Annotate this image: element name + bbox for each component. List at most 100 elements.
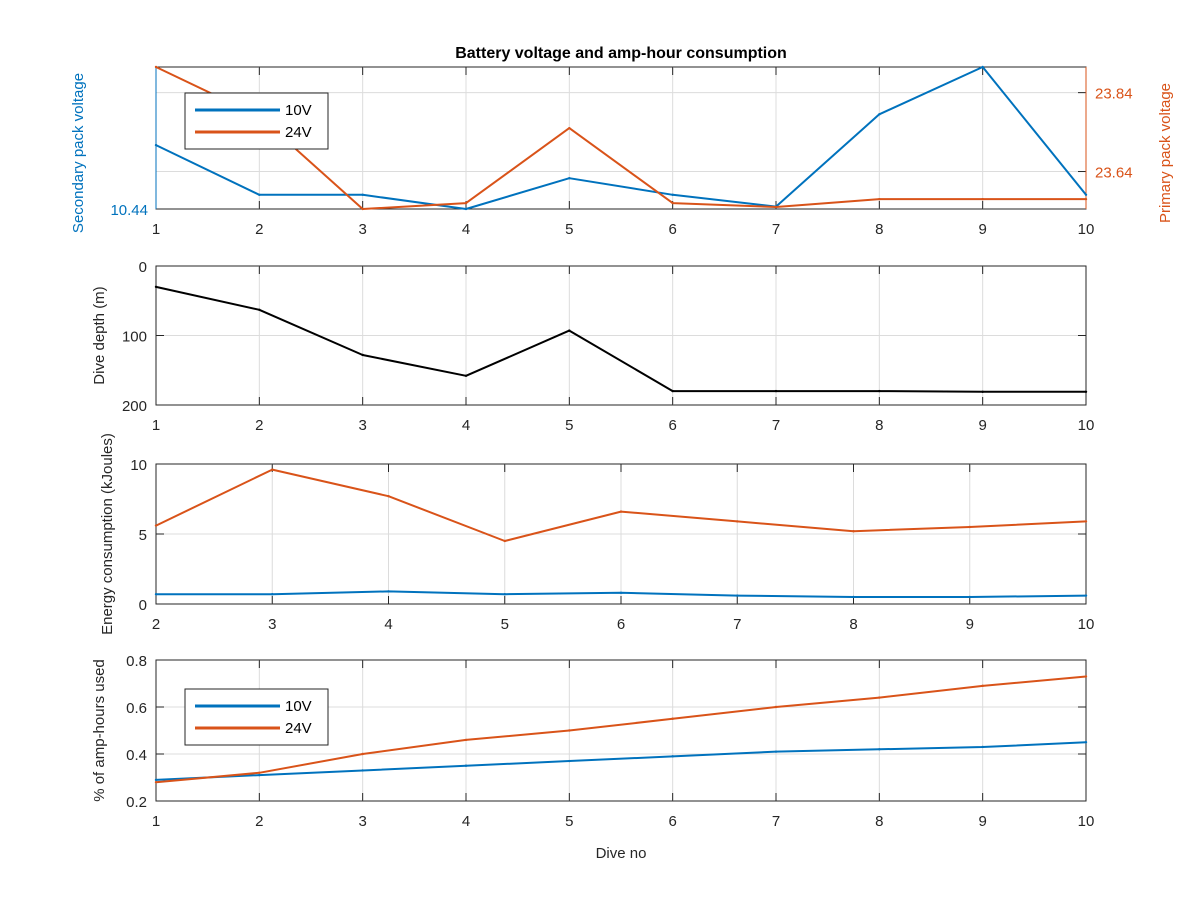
data-point bbox=[852, 530, 855, 533]
data-point bbox=[464, 201, 468, 205]
x-tick-label: 3 bbox=[358, 417, 366, 434]
data-point bbox=[774, 750, 778, 753]
data-point bbox=[1084, 594, 1088, 597]
data-point bbox=[271, 468, 274, 471]
data-point bbox=[568, 177, 571, 180]
y-tick-label: 0.2 bbox=[126, 794, 147, 811]
x-tick-label: 4 bbox=[462, 221, 470, 238]
series-line-1 bbox=[155, 285, 1086, 393]
data-point bbox=[154, 778, 158, 782]
data-point bbox=[671, 755, 674, 758]
data-point bbox=[361, 193, 364, 196]
y-left-axis-label: Secondary pack voltage bbox=[70, 73, 87, 233]
data-point bbox=[878, 748, 881, 751]
legend-box bbox=[184, 92, 329, 150]
x-tick-label: 2 bbox=[255, 221, 263, 238]
data-point bbox=[568, 329, 571, 332]
x-tick-label: 10 bbox=[1078, 221, 1095, 238]
y-left-tick-label: 10.44 bbox=[110, 202, 148, 219]
data-point bbox=[968, 595, 971, 599]
x-tick-label: 1 bbox=[152, 417, 160, 434]
data-point bbox=[258, 193, 261, 196]
series-line-24v bbox=[155, 675, 1087, 784]
x-tick-label: 7 bbox=[733, 616, 741, 633]
x-tick-label: 1 bbox=[152, 813, 160, 830]
x-tick-label: 6 bbox=[668, 417, 676, 434]
data-point bbox=[981, 745, 984, 749]
x-tick-label: 2 bbox=[255, 417, 263, 434]
x-tick-label: 3 bbox=[358, 813, 366, 830]
data-point bbox=[878, 197, 881, 201]
legend-label: 10V bbox=[285, 102, 312, 119]
chart-title: Battery voltage and amp-hour consumption bbox=[455, 45, 787, 62]
data-point bbox=[503, 539, 506, 543]
data-point bbox=[736, 594, 739, 597]
x-tick-label: 6 bbox=[668, 221, 676, 238]
x-tick-label: 4 bbox=[384, 616, 392, 633]
x-tick-label: 6 bbox=[617, 616, 625, 633]
y-axis-label: % of amp-hours used bbox=[91, 659, 108, 802]
data-point bbox=[464, 207, 468, 211]
x-tick-label: 3 bbox=[268, 616, 276, 633]
data-point bbox=[568, 759, 571, 763]
data-point bbox=[1084, 675, 1088, 678]
x-tick-label: 4 bbox=[462, 417, 470, 434]
y-tick-label: 0.8 bbox=[126, 653, 147, 670]
data-point bbox=[464, 738, 468, 742]
y-tick-label: 200 bbox=[122, 398, 147, 415]
data-point bbox=[154, 143, 158, 147]
data-point bbox=[503, 593, 506, 596]
data-point bbox=[361, 769, 364, 772]
legend-label: 24V bbox=[285, 720, 312, 737]
data-point bbox=[1084, 520, 1088, 523]
x-tick-label: 6 bbox=[668, 813, 676, 830]
data-point bbox=[1084, 197, 1088, 201]
data-point bbox=[154, 781, 158, 784]
y-tick-label: 5 bbox=[139, 527, 147, 544]
series-line-10v bbox=[155, 66, 1087, 210]
data-point bbox=[1084, 390, 1088, 393]
data-point bbox=[878, 113, 881, 116]
x-tick-label: 9 bbox=[978, 417, 986, 434]
data-point bbox=[671, 201, 674, 205]
data-point bbox=[568, 729, 571, 732]
subplot-3: 2 3 4 5 6 7 8 9 10 0 5 10 Energy consumption (kJoule… bbox=[99, 433, 1094, 635]
x-tick-label: 10 bbox=[1078, 813, 1095, 830]
x-tick-label: 4 bbox=[462, 813, 470, 830]
data-point bbox=[852, 595, 855, 599]
data-point bbox=[671, 193, 674, 196]
data-point bbox=[981, 65, 984, 69]
x-tick-label: 9 bbox=[966, 616, 974, 633]
y-tick-label: 10 bbox=[130, 457, 147, 474]
data-point bbox=[736, 520, 739, 523]
data-point bbox=[258, 773, 261, 777]
legend-label: 10V bbox=[285, 698, 312, 715]
subplot-4: 1 2 3 4 5 6 7 8 9 10 0.2 0.4 0.6 0.8 % of amp-hours us… bbox=[91, 653, 1094, 862]
x-tick-label: 8 bbox=[875, 813, 883, 830]
x-tick-label: 7 bbox=[772, 813, 780, 830]
data-point bbox=[154, 524, 158, 527]
x-tick-label: 10 bbox=[1078, 616, 1095, 633]
y-right-tick-label: 23.84 bbox=[1095, 86, 1133, 103]
data-point bbox=[154, 65, 158, 69]
x-tick-label: 9 bbox=[978, 221, 986, 238]
x-tick-label: 2 bbox=[152, 616, 160, 633]
y-tick-label: 0 bbox=[139, 259, 147, 276]
y-tick-label: 0.4 bbox=[126, 747, 147, 764]
y-tick-label: 0 bbox=[139, 597, 147, 614]
data-point bbox=[464, 764, 468, 767]
subplot-1: 1 2 3 4 5 6 7 8 9 10 10.44 23.64 23.84 Secondary pack… bbox=[70, 65, 1174, 238]
data-point bbox=[154, 285, 158, 289]
x-tick-label: 3 bbox=[358, 221, 366, 238]
x-tick-label: 7 bbox=[772, 417, 780, 434]
x-tick-label: 1 bbox=[152, 221, 160, 238]
data-point bbox=[671, 389, 674, 393]
legend-label: 24V bbox=[285, 124, 312, 141]
x-tick-label: 5 bbox=[565, 417, 573, 434]
data-point bbox=[387, 590, 390, 593]
data-point bbox=[1084, 741, 1088, 744]
